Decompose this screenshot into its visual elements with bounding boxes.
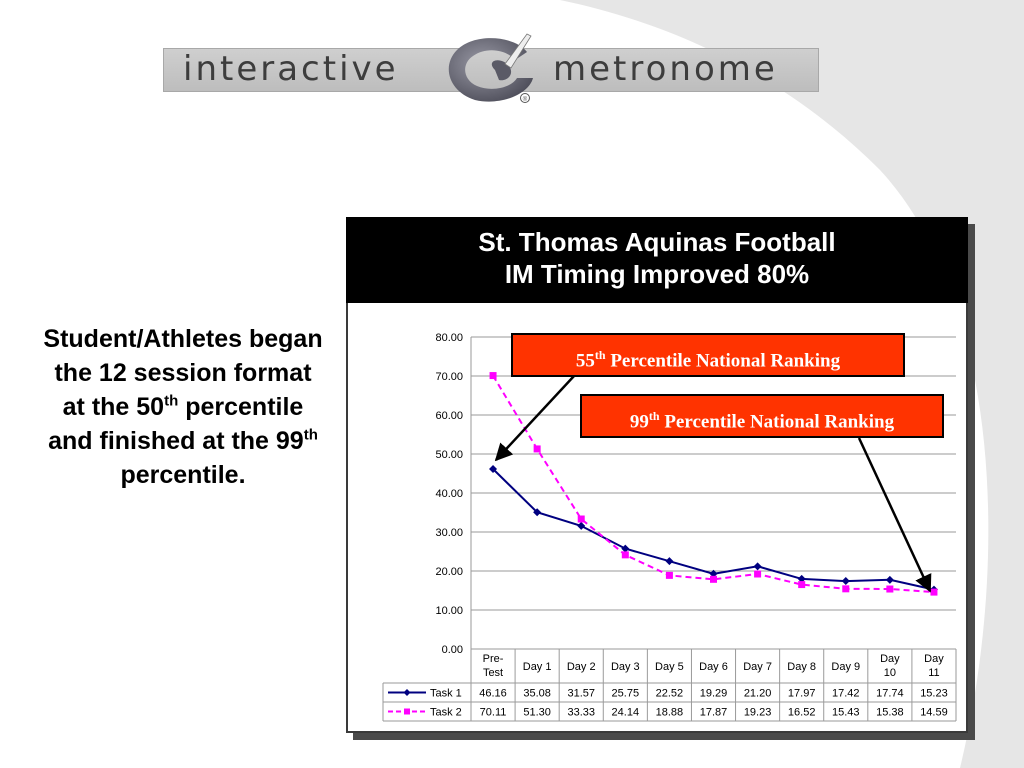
category-label: Day 9 xyxy=(831,661,860,673)
arrow-to-day11-point xyxy=(857,437,932,593)
category-label: Day 6 xyxy=(699,661,728,673)
task2-point xyxy=(842,585,850,593)
legend-key-marker xyxy=(403,689,411,696)
category-label-line2: 10 xyxy=(884,667,896,679)
task1-point xyxy=(885,575,894,584)
table-value-cell: 15.38 xyxy=(876,707,904,719)
callout-55-number: 55 xyxy=(575,350,595,372)
table-value-cell: 14.59 xyxy=(920,707,948,719)
legend-series-name: Task 2 xyxy=(430,707,462,719)
chart-title-line2: IM Timing Improved 80% xyxy=(504,259,810,289)
left-text-sup2: th xyxy=(303,426,318,444)
table-value-cell: 24.14 xyxy=(612,707,640,719)
task1-point xyxy=(709,569,718,578)
callout-99-number: 99 xyxy=(629,411,649,433)
registered-mark: ® xyxy=(523,96,528,103)
table-value-cell: 35.08 xyxy=(523,688,551,700)
table-value-cell: 25.75 xyxy=(612,688,640,700)
y-tick-label: 60.00 xyxy=(435,410,463,422)
y-tick-label: 80.00 xyxy=(435,332,463,344)
table-value-cell: 21.20 xyxy=(744,688,772,700)
category-label: Day 2 xyxy=(567,661,596,673)
y-tick-label: 20.00 xyxy=(435,566,463,578)
callout-55-sup: th xyxy=(594,348,606,362)
task1-point xyxy=(621,544,630,553)
table-value-cell: 17.87 xyxy=(700,707,728,719)
task2-point xyxy=(930,588,938,596)
category-label-line2: 11 xyxy=(928,667,939,679)
table-value-cell: 70.11 xyxy=(480,707,507,719)
task2-point xyxy=(489,372,497,380)
category-label-line1: Day xyxy=(924,653,944,665)
category-label-line1: Day xyxy=(880,653,900,665)
task2-point xyxy=(798,581,806,589)
chart-title-box: St. Thomas Aquinas Football IM Timing Im… xyxy=(346,217,968,303)
table-value-cell: 15.23 xyxy=(920,688,948,700)
category-label: Day 3 xyxy=(611,661,640,673)
table-value-cell: 17.74 xyxy=(876,688,904,700)
task1-point xyxy=(665,557,674,566)
task2-point xyxy=(665,571,673,579)
table-value-cell: 18.88 xyxy=(656,707,684,719)
task1-point xyxy=(753,562,762,571)
y-tick-label: 50.00 xyxy=(435,449,463,461)
task1-point xyxy=(841,577,850,586)
category-label: Day 5 xyxy=(655,661,684,673)
category-label: Day 1 xyxy=(523,661,552,673)
task1-point xyxy=(533,508,542,517)
legend-key-marker xyxy=(404,708,410,715)
category-label: Day 8 xyxy=(787,661,816,673)
metronome-emblem-icon: ® xyxy=(448,33,533,103)
callout-99th-percentile: 99th Percentile National Ranking xyxy=(580,394,944,438)
y-tick-label: 30.00 xyxy=(435,527,463,539)
legend-series-name: Task 1 xyxy=(430,688,462,700)
task2-point xyxy=(710,575,717,583)
callout-55th-percentile: 55th Percentile National Ranking xyxy=(511,333,905,377)
left-description-text: Student/Athletes began the 12 session fo… xyxy=(40,322,326,492)
y-tick-label: 40.00 xyxy=(435,488,463,500)
y-tick-label: 0.00 xyxy=(442,644,463,656)
table-value-cell: 15.43 xyxy=(832,707,860,719)
task1-point xyxy=(577,521,586,530)
left-text-line3: percentile. xyxy=(120,461,246,489)
line-chart: 0.00 10.00 20.00 30.00 40.00 50.00 60.00 70.00 8… xyxy=(382,332,957,722)
table-value-cell: 46.16 xyxy=(479,688,507,700)
task2-point xyxy=(621,551,629,559)
left-text-line2: percentile and finished at the 99 xyxy=(48,393,304,455)
logo-word-metronome: metronome xyxy=(553,49,778,89)
task2-line xyxy=(492,375,935,594)
y-tick-label: 70.00 xyxy=(435,371,463,383)
table-value-cell: 19.29 xyxy=(700,688,728,700)
callout-99-sup: th xyxy=(648,409,660,423)
task2-point xyxy=(577,515,585,523)
table-value-cell: 33.33 xyxy=(567,707,595,719)
arrow-to-pretest-point xyxy=(494,375,575,462)
chart-title-line1: St. Thomas Aquinas Football xyxy=(478,227,836,257)
table-value-cell: 19.23 xyxy=(744,707,772,719)
task2-point xyxy=(886,585,894,593)
left-text-sup1: th xyxy=(164,392,179,410)
task1-point xyxy=(489,464,498,473)
callout-99-text: Percentile National Ranking xyxy=(664,411,895,433)
category-label-line2: Test xyxy=(483,667,503,679)
category-label: Day 7 xyxy=(743,661,772,673)
logo-word-interactive: interactive xyxy=(183,49,399,89)
table-value-cell: 22.52 xyxy=(656,688,684,700)
chart-panel xyxy=(346,217,968,733)
table-value-cell: 16.52 xyxy=(788,707,816,719)
left-text-line1: Student/Athletes began the 12 session fo… xyxy=(43,325,323,421)
task2-point xyxy=(533,445,541,453)
callout-55-text: Percentile National Ranking xyxy=(610,350,841,372)
table-value-cell: 17.42 xyxy=(832,688,860,700)
task1-point xyxy=(797,574,806,583)
interactive-metronome-logo: interactive metronome ® xyxy=(163,30,819,108)
category-label-line1: Pre- xyxy=(483,653,504,665)
table-value-cell: 51.30 xyxy=(523,707,551,719)
table-value-cell: 17.97 xyxy=(788,688,816,700)
task2-point xyxy=(754,570,762,578)
y-tick-label: 10.00 xyxy=(435,605,463,617)
table-value-cell: 31.57 xyxy=(567,688,595,700)
